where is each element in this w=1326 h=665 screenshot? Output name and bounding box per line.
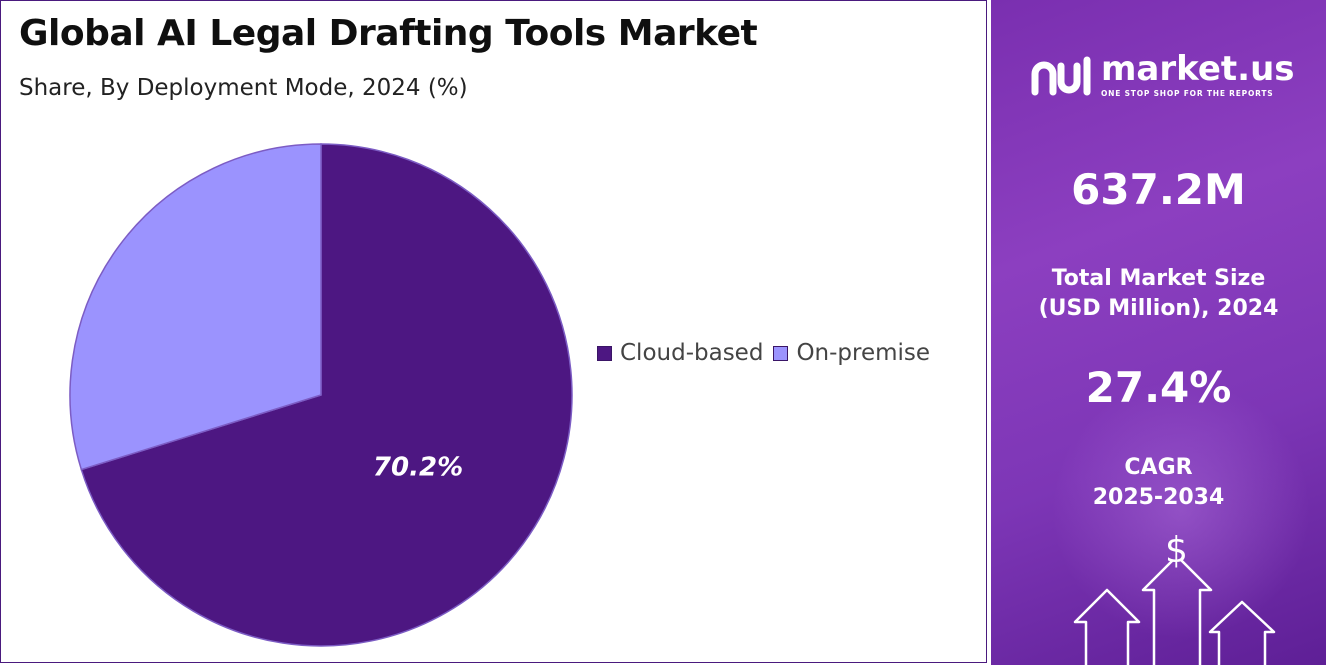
market-size-label-line1: Total Market Size xyxy=(1051,266,1266,291)
brand: market.us ONE STOP SHOP FOR THE REPORTS xyxy=(1031,52,1295,98)
cagr-label-line2: 2025-2034 xyxy=(1092,485,1225,510)
legend-item-cloud-based: Cloud-based xyxy=(597,340,763,366)
pie-slice-on-premise xyxy=(69,143,322,471)
legend-swatch-cloud-based xyxy=(597,345,612,361)
brand-name: market.us xyxy=(1101,49,1295,89)
chart-panel: Global AI Legal Drafting Tools Market Sh… xyxy=(0,0,987,663)
legend-swatch-on-premise xyxy=(773,345,789,361)
chart-title: Global AI Legal Drafting Tools Market xyxy=(19,13,758,54)
up-arrow-icon xyxy=(1073,560,1276,665)
brand-text: market.us ONE STOP SHOP FOR THE REPORTS xyxy=(1101,52,1295,98)
cagr-value: 27.4% xyxy=(1085,363,1232,412)
summary-panel: market.us ONE STOP SHOP FOR THE REPORTS … xyxy=(991,0,1326,665)
legend-label-cloud-based: Cloud-based xyxy=(620,340,764,366)
market-size-value: 637.2M xyxy=(1071,165,1246,214)
legend-item-on-premise: On-premise xyxy=(773,340,930,366)
background-glow xyxy=(1051,380,1311,640)
legend-label-on-premise: On-premise xyxy=(796,340,931,366)
chart-legend: Cloud-based On-premise xyxy=(597,340,940,366)
chart-subtitle: Share, By Deployment Mode, 2024 (%) xyxy=(19,75,468,101)
brand-tagline: ONE STOP SHOP FOR THE REPORTS xyxy=(1101,89,1274,98)
pie-chart: 70.2% xyxy=(69,143,573,647)
market-us-logo-icon xyxy=(1031,56,1091,96)
cagr-label-line1: CAGR xyxy=(1124,455,1193,480)
market-size-label-line2: (USD Million), 2024 xyxy=(1038,296,1279,321)
data-label-cloud-based: 70.2% xyxy=(373,452,463,482)
pie-slice-cloud-based xyxy=(80,143,573,647)
